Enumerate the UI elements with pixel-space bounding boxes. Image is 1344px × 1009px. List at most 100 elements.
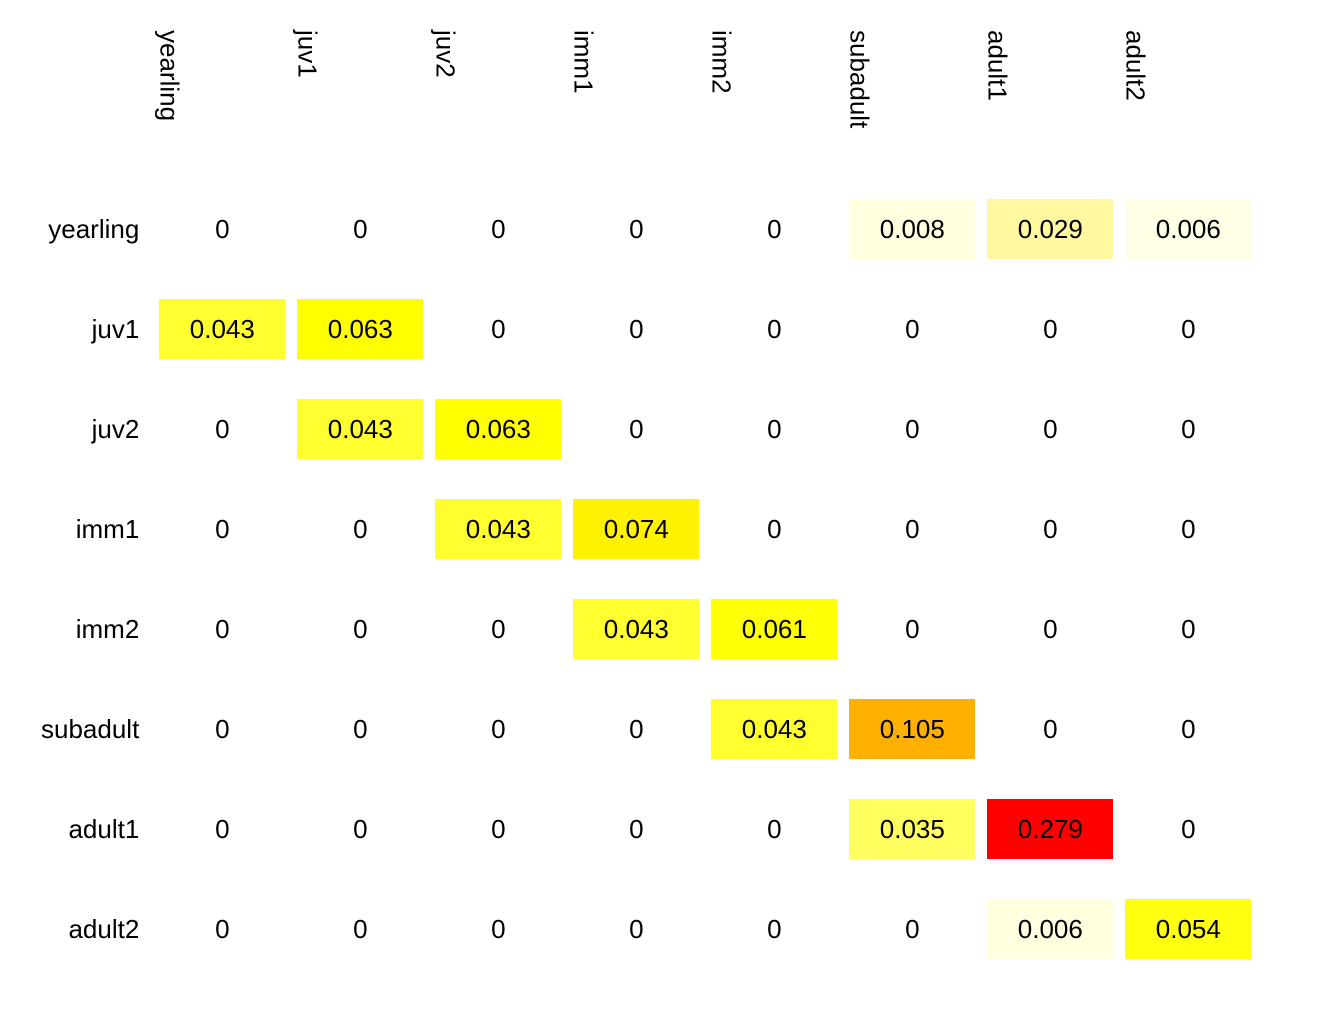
heatmap-cell-value: 0.105 <box>880 714 945 745</box>
heatmap-cell-value: 0 <box>353 714 367 745</box>
heatmap-cell-value: 0.006 <box>1018 914 1083 945</box>
heatmap-cell: 0 <box>1119 679 1257 779</box>
heatmap-cell-value: 0 <box>1043 614 1057 645</box>
row-header: imm1 <box>40 479 153 579</box>
heatmap-cell-value: 0.063 <box>328 314 393 345</box>
heatmap-cell: 0 <box>1119 379 1257 479</box>
col-header: subadult <box>843 30 981 179</box>
heatmap-cell-value: 0 <box>767 414 781 445</box>
heatmap-cell-box: 0 <box>435 799 561 859</box>
heatmap-row: yearling 0 0 0 0 0 0.008 0.029 0.006 <box>40 179 1257 279</box>
heatmap-cell: 0.029 <box>981 179 1119 279</box>
heatmap-cell: 0 <box>567 279 705 379</box>
heatmap-cell-value: 0 <box>629 214 643 245</box>
heatmap-cell-value: 0 <box>215 214 229 245</box>
heatmap-cell-box: 0.008 <box>849 199 975 259</box>
heatmap-cell: 0 <box>291 579 429 679</box>
heatmap-cell-box: 0 <box>1125 299 1251 359</box>
heatmap-cell-value: 0 <box>905 514 919 545</box>
heatmap-cell-value: 0.043 <box>328 414 393 445</box>
heatmap-row: subadult00000.0430.10500 <box>40 679 1257 779</box>
heatmap-cell: 0 <box>429 279 567 379</box>
heatmap-cell: 0 <box>429 579 567 679</box>
heatmap-cell-value: 0 <box>905 614 919 645</box>
heatmap-cell-box: 0 <box>1125 699 1251 759</box>
heatmap-cell-value: 0 <box>905 914 919 945</box>
heatmap-cell: 0.054 <box>1119 879 1257 979</box>
heatmap-cell-box: 0 <box>1125 599 1251 659</box>
heatmap-cell-value: 0 <box>1181 314 1195 345</box>
heatmap-cell-box: 0.006 <box>987 899 1113 959</box>
heatmap-cell-value: 0 <box>353 214 367 245</box>
heatmap-cell: 0 <box>1119 779 1257 879</box>
row-header: yearling <box>40 179 153 279</box>
heatmap-cell-value: 0.063 <box>466 414 531 445</box>
col-header-label: adult1 <box>981 30 1012 154</box>
heatmap-cell: 0 <box>153 179 291 279</box>
heatmap-cell-value: 0 <box>215 714 229 745</box>
heatmap-cell-box: 0 <box>159 399 285 459</box>
heatmap-cell-box: 0.054 <box>1125 899 1251 959</box>
heatmap-cell: 0 <box>1119 579 1257 679</box>
heatmap-table: yearlingjuv1juv2imm1imm2subadultadult1ad… <box>40 30 1257 979</box>
heatmap-cell-value: 0 <box>491 214 505 245</box>
heatmap-cell-box: 0.043 <box>573 599 699 659</box>
heatmap-cell: 0 <box>981 479 1119 579</box>
heatmap-cell-value: 0.043 <box>742 714 807 745</box>
col-header-label: juv2 <box>429 30 460 154</box>
heatmap-cell-box: 0.063 <box>297 299 423 359</box>
col-header-label: yearling <box>153 30 184 154</box>
heatmap-cell-value: 0.029 <box>1018 214 1083 245</box>
row-header: juv1 <box>40 279 153 379</box>
col-header: yearling <box>153 30 291 179</box>
heatmap-cell-box: 0 <box>987 399 1113 459</box>
heatmap-cell: 0 <box>981 379 1119 479</box>
heatmap-cell-value: 0.054 <box>1156 914 1221 945</box>
heatmap-row: imm20000.0430.061000 <box>40 579 1257 679</box>
heatmap-cell: 0 <box>429 179 567 279</box>
heatmap-cell-value: 0 <box>353 914 367 945</box>
heatmap-cell-value: 0 <box>1181 414 1195 445</box>
heatmap-cell-box: 0.035 <box>849 799 975 859</box>
heatmap-cell-value: 0 <box>215 514 229 545</box>
heatmap-cell: 0 <box>567 379 705 479</box>
heatmap-cell-value: 0 <box>215 614 229 645</box>
heatmap-cell: 0 <box>843 579 981 679</box>
heatmap-cell-box: 0.063 <box>435 399 561 459</box>
col-header: adult1 <box>981 30 1119 179</box>
col-header-label: juv1 <box>291 30 322 154</box>
heatmap-cell: 0.008 <box>843 179 981 279</box>
heatmap-cell-value: 0.074 <box>604 514 669 545</box>
heatmap-cell-value: 0 <box>629 914 643 945</box>
heatmap-cell: 0 <box>843 279 981 379</box>
heatmap-cell-value: 0 <box>629 414 643 445</box>
col-header-label: subadult <box>843 30 874 154</box>
heatmap-cell-box: 0.043 <box>435 499 561 559</box>
heatmap-cell-box: 0 <box>159 599 285 659</box>
heatmap-cell-box: 0 <box>849 899 975 959</box>
heatmap-cell: 0 <box>705 179 843 279</box>
heatmap-cell: 0 <box>843 479 981 579</box>
heatmap-cell-box: 0 <box>573 399 699 459</box>
heatmap-cell-value: 0 <box>629 314 643 345</box>
col-header: adult2 <box>1119 30 1257 179</box>
heatmap-cell-box: 0 <box>573 699 699 759</box>
heatmap-cell: 0 <box>291 679 429 779</box>
heatmap-cell-value: 0 <box>905 314 919 345</box>
heatmap-cell-value: 0 <box>215 914 229 945</box>
heatmap-cell-value: 0 <box>1043 414 1057 445</box>
heatmap-cell-value: 0 <box>767 214 781 245</box>
heatmap-cell: 0 <box>153 779 291 879</box>
heatmap-cell-box: 0 <box>435 599 561 659</box>
heatmap-cell: 0 <box>705 279 843 379</box>
heatmap-cell-value: 0 <box>1181 714 1195 745</box>
heatmap-cell: 0 <box>153 679 291 779</box>
heatmap-cell-value: 0 <box>491 814 505 845</box>
heatmap-cell: 0 <box>981 579 1119 679</box>
heatmap-cell-value: 0 <box>767 314 781 345</box>
heatmap-cell-box: 0.043 <box>297 399 423 459</box>
heatmap-cell: 0.061 <box>705 579 843 679</box>
heatmap-cell: 0 <box>291 479 429 579</box>
heatmap-cell-box: 0.006 <box>1125 199 1251 259</box>
heatmap-cell: 0 <box>429 879 567 979</box>
